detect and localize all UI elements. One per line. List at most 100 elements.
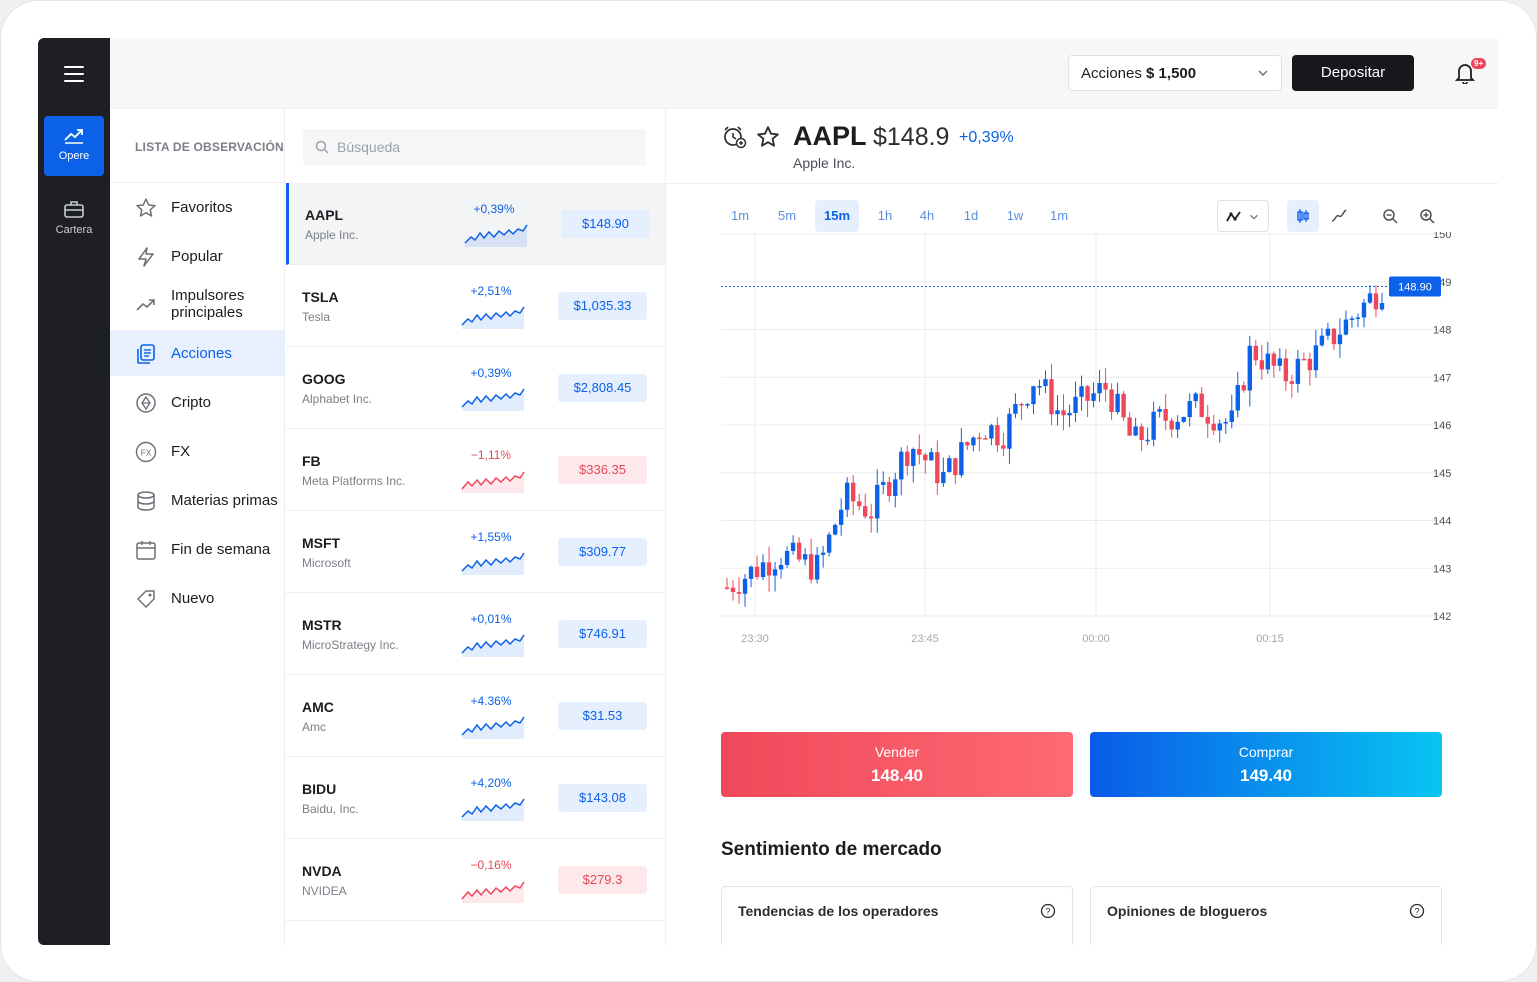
category-acciones[interactable]: Acciones	[110, 330, 285, 376]
row-change: −0,16%	[470, 858, 512, 872]
watchlist-row-goog[interactable]: GOOG Alphabet Inc. +0,39% $2,808.45	[286, 347, 665, 429]
zoom-in-button[interactable]	[1411, 200, 1443, 232]
timeframe-5m[interactable]: 5m	[777, 208, 797, 223]
candlestick-tool[interactable]	[1287, 200, 1319, 232]
candle	[1091, 393, 1096, 401]
candle	[1373, 293, 1379, 310]
timeframe-1h[interactable]: 1h	[877, 208, 893, 223]
timeframe-15m[interactable]: 15m	[815, 200, 859, 232]
candle	[1349, 318, 1355, 320]
svg-text:?: ?	[1414, 907, 1419, 917]
candle	[1265, 353, 1271, 370]
candle	[838, 509, 844, 525]
nav-opere[interactable]: Opere	[44, 116, 104, 176]
sell-button[interactable]: Vender 148.40	[721, 732, 1073, 797]
category-label: Cripto	[171, 394, 212, 411]
help-icon[interactable]: ?	[1409, 903, 1425, 919]
last-price-label: 148.90	[1398, 282, 1432, 294]
candle	[869, 516, 874, 519]
row-price[interactable]: $143.08	[558, 784, 647, 812]
category-label: Fin de semana	[171, 541, 271, 558]
watchlist-row-aapl[interactable]: AAPL Apple Inc. +0,39% $148.90	[286, 183, 665, 265]
candle	[1307, 358, 1313, 371]
nav-cartera-label: Cartera	[55, 224, 93, 236]
sentiment-card-bloggers: Opiniones de blogueros ?	[1090, 886, 1442, 945]
account-selector[interactable]: Acciones $ 1,500	[1068, 55, 1282, 91]
zoom-in-icon	[1420, 209, 1435, 224]
category-fx[interactable]: FX FX	[110, 428, 285, 474]
chevron-down-icon	[1258, 70, 1268, 77]
candle	[1223, 422, 1228, 424]
line-tool[interactable]	[1323, 200, 1355, 232]
candle	[796, 542, 802, 560]
row-change: +0,39%	[470, 366, 512, 380]
y-tick-label: 144	[1433, 516, 1451, 528]
candle	[941, 471, 946, 484]
candle	[1073, 396, 1078, 413]
timeframe-1d[interactable]: 1d	[963, 208, 979, 223]
category-favoritos[interactable]: Favoritos	[110, 184, 285, 230]
menu-icon[interactable]	[64, 66, 84, 82]
candle	[1259, 360, 1265, 370]
watchlist-row-nvda[interactable]: NVDA NVIDEA −0,16% $279.3	[286, 839, 665, 921]
row-price[interactable]: $336.35	[558, 456, 647, 484]
row-price[interactable]: $31.53	[558, 702, 647, 730]
watchlist-row-amc[interactable]: AMC Amc +4.36% $31.53	[286, 675, 665, 757]
watchlist-row-msft[interactable]: MSFT Microsoft +1,55% $309.77	[286, 511, 665, 593]
candle	[953, 458, 958, 476]
sparkline	[461, 471, 525, 493]
nav-rail: Opere Cartera	[38, 38, 110, 945]
sparkline	[461, 388, 525, 411]
category-cripto[interactable]: Cripto	[110, 379, 285, 425]
category-nuevo[interactable]: Nuevo	[110, 575, 285, 621]
nav-cartera[interactable]: Cartera	[44, 190, 104, 250]
candle	[778, 564, 784, 570]
y-tick-label: 148	[1433, 325, 1451, 337]
deposit-button[interactable]: Depositar	[1292, 55, 1414, 91]
watchlist-row-fb[interactable]: FB Meta Platforms Inc. −1,11% $336.35	[286, 429, 665, 511]
row-price[interactable]: $746.91	[558, 620, 647, 648]
candle	[724, 587, 730, 589]
timeframe-1w[interactable]: 1w	[1006, 208, 1024, 223]
watchlist-row-bidu[interactable]: BIDU Baidu, Inc. +4,20% $143.08	[286, 757, 665, 839]
row-price[interactable]: $279.3	[558, 866, 647, 894]
star-favorite-icon[interactable]	[756, 125, 780, 149]
row-name: Meta Platforms Inc.	[302, 474, 406, 488]
category-materias[interactable]: Materias primas	[110, 477, 285, 523]
y-tick-label: 146	[1433, 420, 1451, 432]
candle	[1277, 358, 1283, 366]
category-impulsores[interactable]: Impulsores principales	[110, 280, 285, 330]
help-icon[interactable]: ?	[1040, 903, 1056, 919]
candle	[1379, 303, 1385, 310]
svg-text:?: ?	[1045, 907, 1050, 917]
sparkline	[461, 798, 525, 821]
candle	[1151, 411, 1156, 440]
bell-icon[interactable]	[1455, 62, 1475, 84]
timeframe-4h[interactable]: 4h	[919, 208, 935, 223]
category-list: LISTA DE OBSERVACIÓN Favoritos Popular I…	[110, 109, 285, 945]
category-popular[interactable]: Popular	[110, 233, 285, 279]
alarm-add-icon[interactable]	[721, 124, 747, 150]
watchlist-row-tsla[interactable]: TSLA Tesla +2,51% $1,035.33	[286, 265, 665, 347]
timeframe-1m[interactable]: 1m	[730, 208, 750, 223]
candle	[1019, 403, 1024, 406]
candle	[1271, 353, 1277, 366]
row-price[interactable]: $148.90	[561, 210, 650, 238]
row-price[interactable]: $309.77	[558, 538, 647, 566]
notification-badge: 9+	[1471, 58, 1487, 69]
candle	[1067, 412, 1072, 416]
candle	[754, 566, 760, 578]
row-price[interactable]: $2,808.45	[558, 374, 647, 402]
timeframe-1m-month[interactable]: 1m	[1049, 208, 1069, 223]
candle	[748, 566, 754, 579]
zoom-out-button[interactable]	[1374, 200, 1406, 232]
search-input[interactable]: Búsqueda	[303, 129, 646, 166]
row-price[interactable]: $1,035.33	[558, 292, 647, 320]
watchlist-row-mstr[interactable]: MSTR MicroStrategy Inc. +0,01% $746.91	[286, 593, 665, 675]
category-fin-de-semana[interactable]: Fin de semana	[110, 526, 285, 572]
nav-opere-label: Opere	[58, 150, 90, 162]
chart-type-selector[interactable]	[1217, 200, 1269, 232]
buy-button[interactable]: Comprar 149.40	[1090, 732, 1442, 797]
candle	[820, 552, 826, 555]
